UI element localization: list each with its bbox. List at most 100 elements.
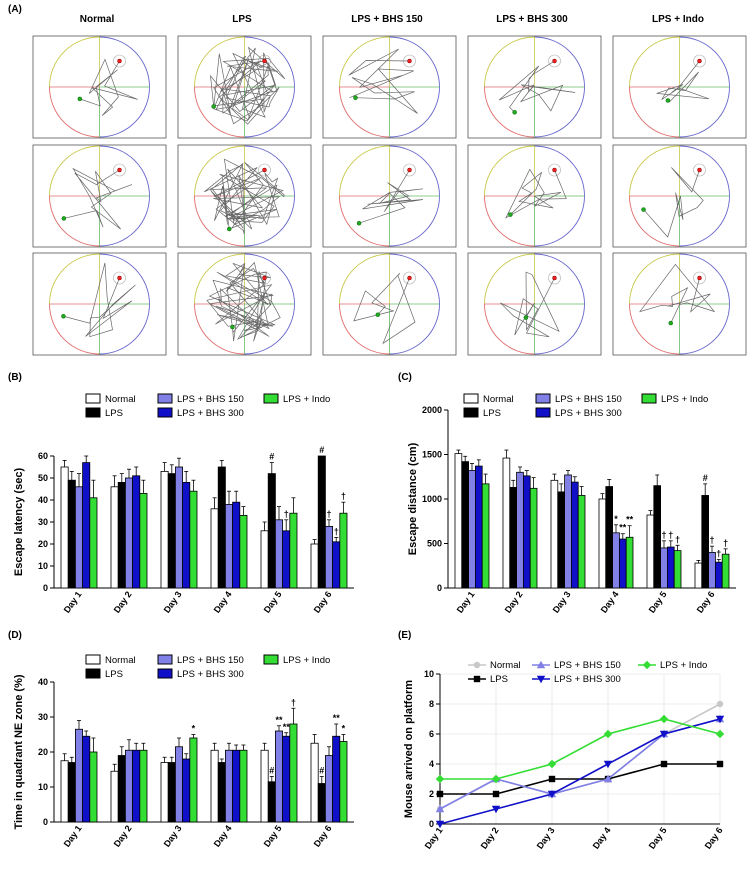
y-tick-label: 10 (424, 669, 434, 679)
legend-label: LPS + BHS 300 (177, 669, 244, 680)
pool-edge (679, 253, 730, 305)
platform-zone (548, 271, 561, 285)
bar (310, 543, 319, 589)
y-tick-label: 40 (38, 677, 48, 687)
swim-track-cell (467, 35, 602, 139)
swim-path (63, 167, 133, 230)
pool-edge (484, 36, 535, 88)
x-tick-label: Day 4 (212, 589, 234, 614)
significance-mark: * (342, 724, 346, 734)
swim-path (498, 60, 576, 113)
bar (67, 762, 76, 823)
end-point (407, 275, 412, 281)
bar (708, 551, 716, 589)
legend-label: LPS + BHS 300 (177, 408, 244, 419)
data-point (435, 804, 445, 813)
y-tick-label: 2000 (422, 405, 442, 415)
y-axis-label: Escape latency (sec) (13, 468, 25, 577)
data-point (715, 729, 725, 739)
swim-path (206, 261, 281, 342)
end-point (262, 275, 267, 281)
bar (132, 749, 141, 823)
bar (267, 781, 276, 823)
y-tick-label: 20 (38, 539, 48, 549)
y-axis-label: Time in quadrant NE zone (%) (13, 674, 25, 829)
legend-label: LPS + BHS 300 (555, 408, 622, 419)
bar (653, 485, 661, 589)
significance-mark: † (709, 535, 714, 545)
significance-mark: ** (283, 722, 291, 732)
y-tick-label: 1500 (422, 450, 442, 460)
pool-edge (99, 253, 150, 305)
pool-edge (49, 36, 100, 88)
bar (267, 473, 276, 589)
significance-mark: ** (275, 715, 283, 725)
legend-label: Normal (105, 394, 136, 405)
bar (714, 561, 723, 589)
y-tick-label: 4 (429, 759, 434, 769)
significance-mark: † (341, 491, 346, 501)
bar (82, 735, 91, 823)
pool-edge (484, 253, 535, 305)
bar (167, 762, 176, 823)
bar (174, 746, 183, 823)
pool-edge (339, 36, 390, 88)
swim-track-cell (467, 144, 602, 248)
pool-edge (629, 145, 680, 197)
legend-swatch (157, 407, 173, 418)
pool-edge (629, 195, 680, 247)
significance-mark: ** (626, 515, 634, 525)
x-tick-label: Day 1 (455, 589, 477, 614)
pool-edge (49, 145, 100, 197)
swim-path (656, 60, 710, 103)
pool-edge (99, 195, 150, 247)
x-tick-label: Day 5 (262, 589, 284, 614)
legend-swatch (263, 654, 279, 665)
significance-mark: † (668, 530, 673, 540)
swim-track-cell (32, 144, 167, 248)
bar (516, 471, 524, 589)
bar (673, 550, 682, 589)
legend-swatch (85, 393, 101, 404)
pool-edge (99, 86, 150, 138)
swim-track-cell (612, 252, 747, 356)
bar (117, 755, 126, 823)
pool-edge (679, 86, 730, 138)
bar (625, 536, 634, 589)
significance-mark: # (703, 473, 708, 483)
swim-path (210, 46, 286, 125)
legend-label: LPS + BHS 150 (177, 394, 244, 405)
x-tick-label: Day 6 (695, 589, 717, 614)
y-axis-label: Escape distance (cm) (407, 442, 419, 555)
data-point (716, 760, 724, 768)
legend-marker (473, 675, 481, 683)
pool-edge (194, 195, 245, 247)
swim-track-cell (32, 252, 167, 356)
x-tick-label: Day 1 (423, 825, 445, 850)
data-point (715, 715, 725, 724)
y-tick-label: 8 (429, 699, 434, 709)
legend-label: LPS + Indo (283, 655, 330, 666)
legend-marker (536, 675, 546, 684)
data-point (660, 760, 668, 768)
panel-c-label: (C) (398, 372, 412, 383)
y-tick-label: 0 (437, 583, 442, 593)
data-point (436, 790, 444, 798)
start-point (668, 320, 673, 326)
escape-distance-chart: Normal LPS LPS + BHS 150 LPS + BHS 300 LPS +… (407, 393, 736, 615)
y-tick-label: 50 (38, 473, 48, 483)
bar (332, 735, 341, 823)
y-tick-label: 6 (429, 729, 434, 739)
bar (282, 530, 291, 589)
legend-label: LPS (483, 408, 501, 419)
significance-mark: * (614, 514, 618, 524)
panel-b-label: (B) (8, 372, 22, 383)
bar (260, 530, 269, 589)
bar (701, 495, 709, 589)
legend-label: LPS + Indo (660, 660, 707, 671)
bar (324, 525, 333, 589)
swim-path (204, 158, 285, 235)
start-point (227, 226, 232, 232)
y-tick-label: 60 (38, 451, 48, 461)
legend-swatch (85, 668, 101, 679)
